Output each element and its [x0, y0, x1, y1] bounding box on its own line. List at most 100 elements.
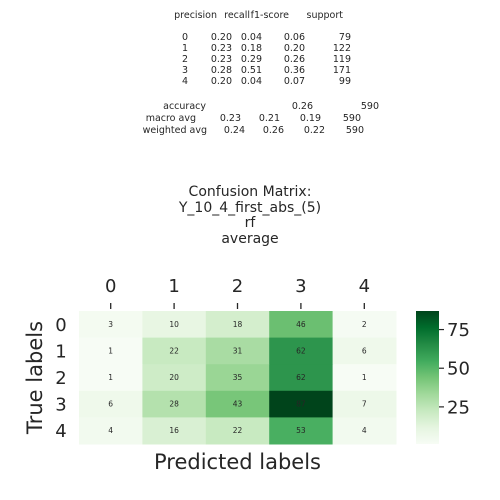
report-cell-recall: 0.04 — [241, 76, 262, 87]
report-accuracy-support: 590 — [361, 101, 379, 112]
report-macro-f1: 0.19 — [300, 113, 321, 124]
heatmap-cell — [142, 417, 207, 445]
colorbar — [416, 311, 439, 444]
report-accuracy-f1: 0.26 — [292, 101, 313, 112]
heatmap-cell-label: 53 — [296, 426, 306, 435]
report-macro-support: 590 — [343, 113, 361, 124]
heatmap-cell-label: 87 — [296, 400, 306, 409]
report-cell-precision: 0.23 — [211, 43, 232, 54]
report-weighted-support: 590 — [346, 125, 364, 136]
chart-title-line: Confusion Matrix: — [188, 184, 312, 200]
heatmap-cell — [332, 364, 397, 392]
heatmap-cell-label: 16 — [169, 426, 179, 435]
heatmap-cell — [79, 390, 143, 418]
y-tick-label: 0 — [55, 315, 66, 336]
heatmap-cell — [332, 311, 397, 339]
report-cell-recall: 0.29 — [241, 54, 262, 65]
report-row-label: 2 — [182, 54, 188, 65]
heatmap-cell — [79, 364, 143, 392]
report-macro-label: macro avg — [146, 113, 196, 124]
heatmap-cell-label: 7 — [362, 400, 367, 409]
y-tick-label: 4 — [55, 421, 66, 442]
report-row-label: 1 — [182, 43, 188, 54]
colorbar-tick-label: 50 — [447, 359, 470, 380]
x-tick-label: 4 — [359, 276, 370, 297]
heatmap-cell-label: 2 — [362, 320, 367, 329]
report-weighted-precision: 0.24 — [224, 125, 245, 136]
heatmap-cell-label: 62 — [296, 346, 306, 355]
heatmap-cell-label: 4 — [362, 426, 367, 435]
y-tick-label: 1 — [55, 341, 66, 362]
x-tick-label: 2 — [232, 276, 243, 297]
y-axis-label: True labels — [23, 321, 47, 435]
heatmap-cell — [332, 337, 397, 365]
heatmap-cell — [205, 364, 270, 392]
heatmap-cell — [142, 337, 207, 365]
x-tick-label: 1 — [168, 276, 179, 297]
heatmap-cell — [205, 337, 270, 365]
heatmap-cell-label: 18 — [233, 320, 243, 329]
report-weighted-f1: 0.22 — [304, 125, 325, 136]
y-tick-label: 3 — [55, 395, 66, 416]
heatmap-cell-label: 62 — [296, 373, 306, 382]
report-header-f1-score: f1-score — [251, 10, 289, 21]
report-cell-support: 122 — [333, 43, 351, 54]
report-macro-recall: 0.21 — [259, 113, 280, 124]
chart-title: Confusion Matrix: Y_10_4_first_abs_(5) rf a… — [0, 184, 500, 247]
x-tick-label: 0 — [105, 276, 116, 297]
heatmap-cell — [205, 311, 270, 339]
y-tick-label: 2 — [55, 368, 66, 389]
heatmap-cell-label: 3 — [108, 320, 113, 329]
heatmap-cell — [269, 311, 334, 339]
report-cell-support: 171 — [333, 65, 351, 76]
report-cell-precision: 0.23 — [211, 54, 232, 65]
report-row-label: 3 — [182, 65, 188, 76]
heatmap-cell — [332, 390, 397, 418]
report-cell-f1: 0.07 — [284, 76, 305, 87]
report-cell-recall: 0.04 — [241, 32, 262, 43]
heatmap-cell-label: 31 — [233, 346, 243, 355]
report-header-support: support — [307, 10, 344, 21]
heatmap-cell — [142, 390, 207, 418]
report-cell-support: 119 — [333, 54, 351, 65]
heatmap-cell — [79, 311, 143, 339]
heatmap-cell — [142, 311, 207, 339]
heatmap-cell — [79, 337, 143, 365]
report-header-precision: precision — [174, 10, 217, 21]
report-accuracy-label: accuracy — [163, 101, 206, 112]
heatmap-cell-label: 1 — [362, 373, 367, 382]
heatmap-cell-label: 1 — [108, 373, 113, 382]
x-axis-label: Predicted labels — [154, 450, 321, 474]
chart-title-line: rf — [244, 215, 256, 232]
report-cell-f1: 0.06 — [284, 32, 305, 43]
heatmap-cell — [205, 417, 270, 445]
heatmap-cell — [269, 364, 334, 392]
chart-title-line: average — [221, 230, 279, 247]
report-cell-f1: 0.26 — [284, 54, 305, 65]
heatmap-cell-label: 22 — [233, 426, 243, 435]
report-cell-support: 99 — [339, 76, 351, 87]
colorbar-tick-label: 25 — [447, 397, 470, 418]
heatmap-cell-label: 4 — [108, 426, 113, 435]
heatmap-cell-label: 10 — [169, 320, 179, 329]
report-cell-f1: 0.20 — [284, 43, 305, 54]
heatmap-cell-label: 28 — [169, 400, 179, 409]
heatmap-cell-label: 46 — [296, 320, 306, 329]
report-macro-precision: 0.23 — [220, 113, 241, 124]
report-cell-f1: 0.36 — [284, 65, 305, 76]
heatmap-cell-label: 22 — [169, 346, 179, 355]
report-weighted-recall: 0.26 — [263, 125, 284, 136]
heatmap-cell-label: 1 — [108, 346, 113, 355]
report-cell-recall: 0.18 — [241, 43, 262, 54]
report-cell-support: 79 — [339, 32, 351, 43]
report-row-label: 4 — [182, 76, 188, 87]
heatmap-cell — [79, 417, 143, 445]
chart-title-line: Y_10_4_first_abs_(5) — [178, 199, 322, 216]
heatmap-cell — [269, 337, 334, 365]
heatmap-cell-label: 43 — [233, 400, 243, 409]
report-cell-precision: 0.20 — [211, 32, 232, 43]
heatmap-cell-label: 20 — [169, 373, 179, 382]
heatmap-cell-label: 35 — [233, 373, 243, 382]
heatmap-cell — [142, 364, 207, 392]
